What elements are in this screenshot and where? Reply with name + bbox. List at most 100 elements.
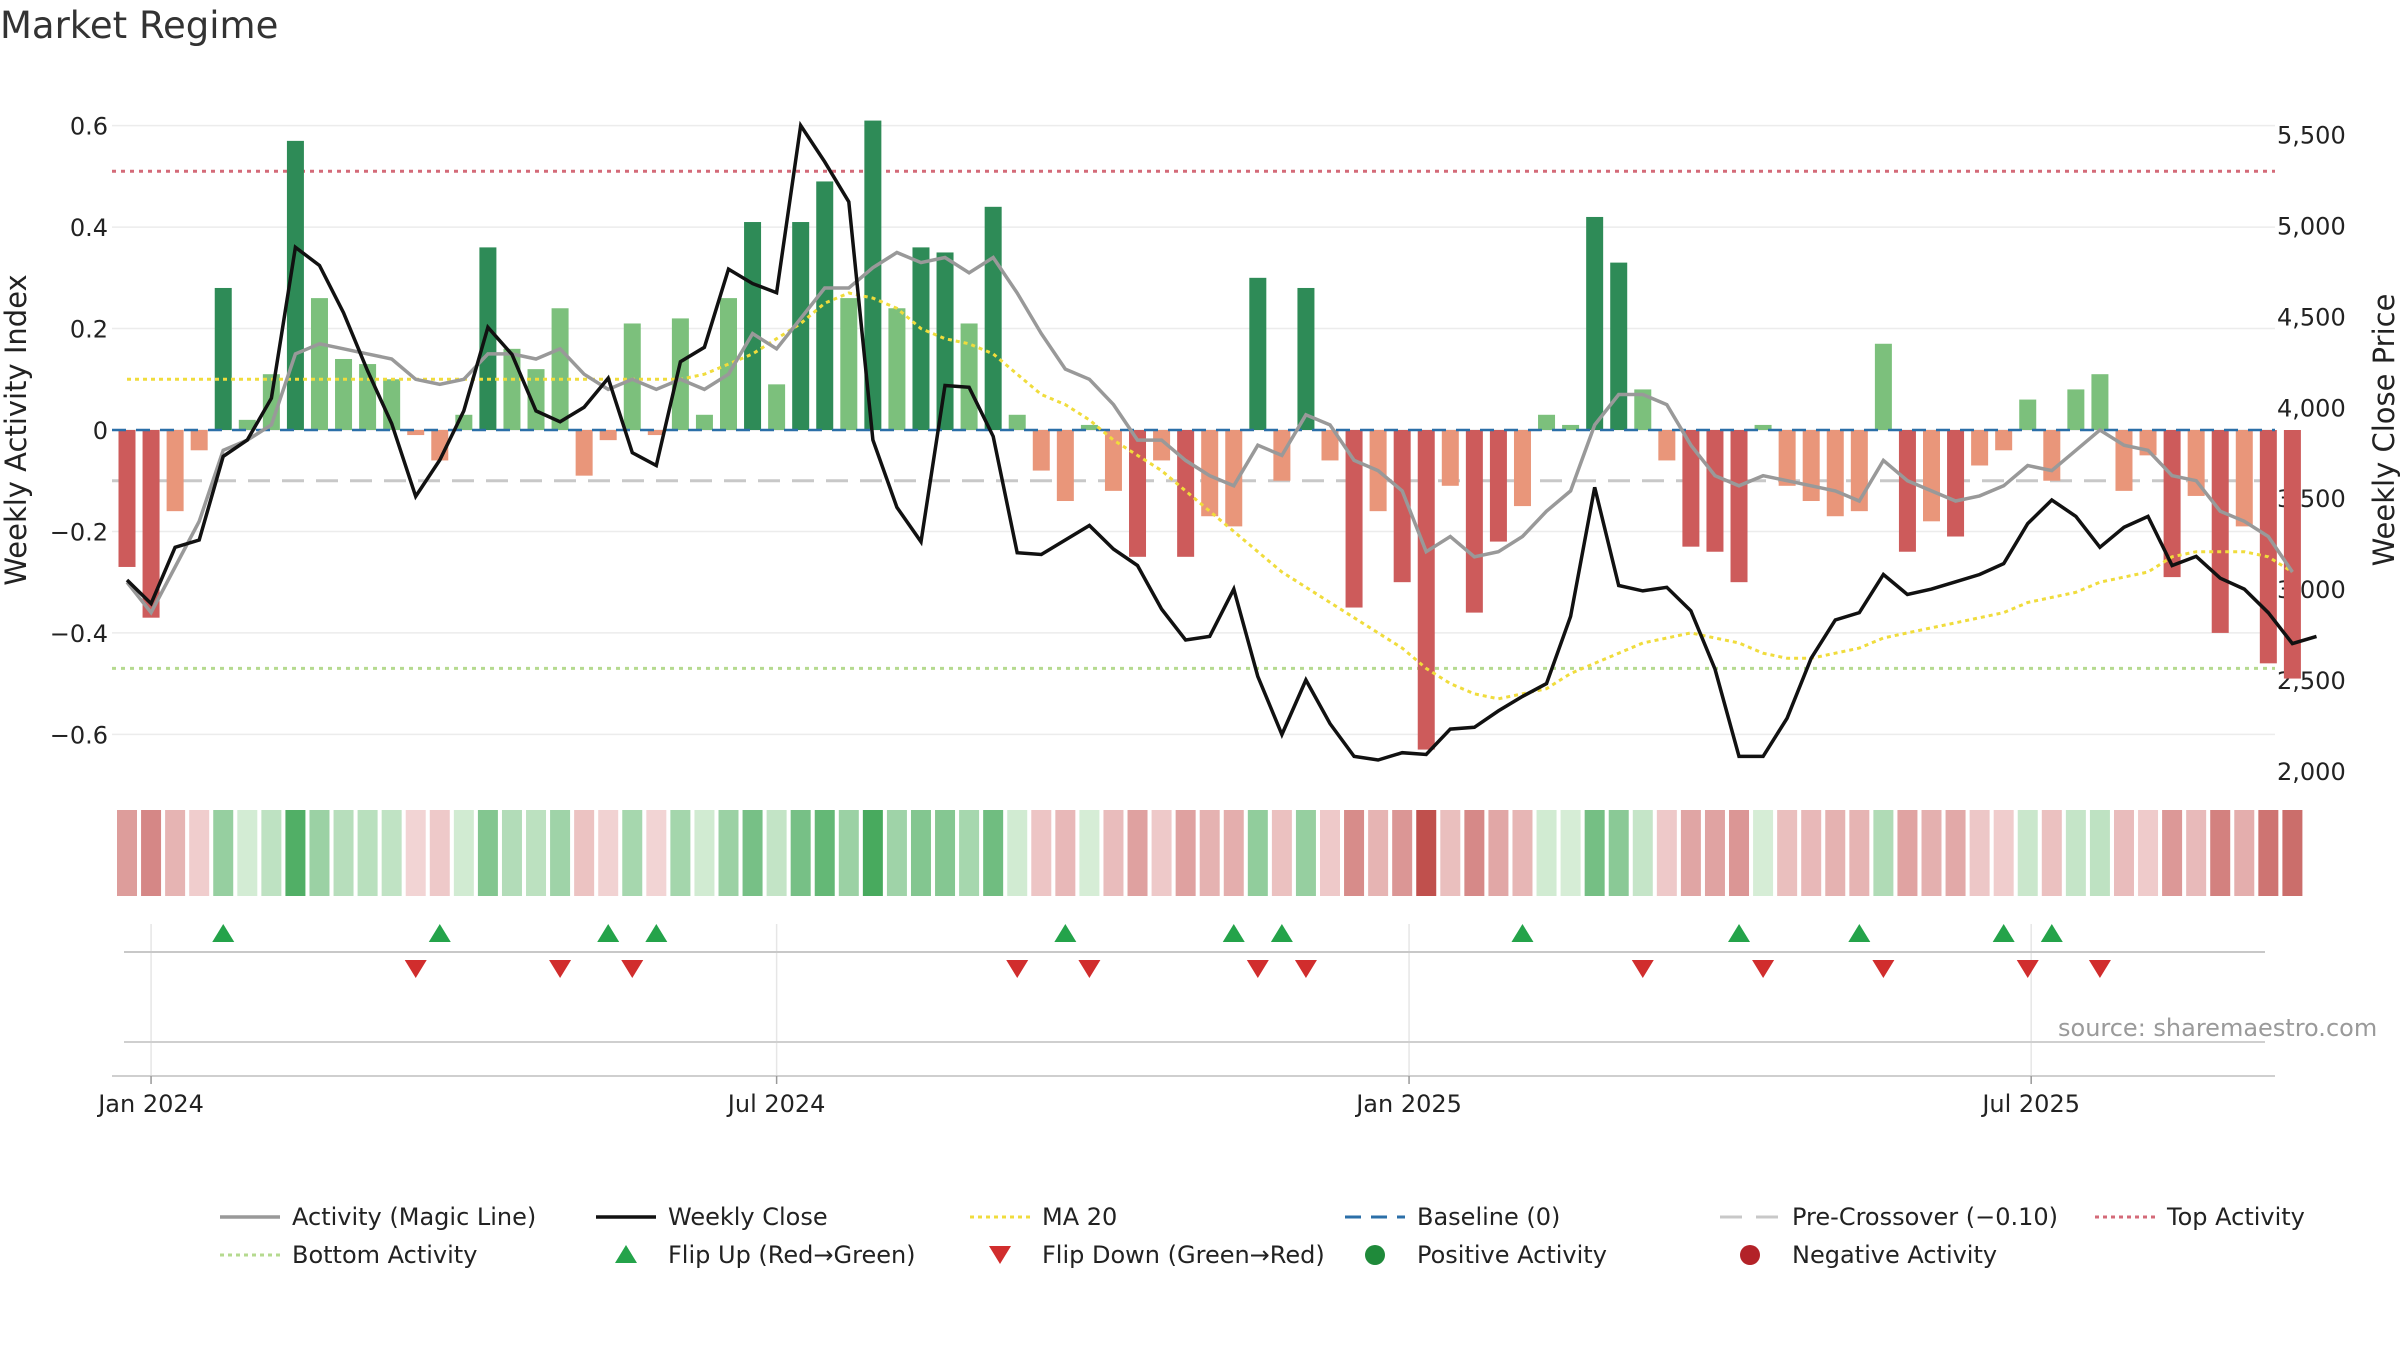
activity-bar: [1874, 343, 1892, 430]
heat-cell: [1440, 810, 1461, 896]
y-left-tick-label: 0.6: [70, 113, 108, 141]
activity-bar: [744, 222, 762, 430]
heat-cell: [501, 810, 522, 896]
heat-cell: [2258, 810, 2279, 896]
activity-bar: [142, 430, 160, 618]
activity-bar: [1947, 430, 1965, 537]
legend-item: Pre-Crossover (−0.10): [1720, 1203, 2058, 1231]
source-credit: source: sharemaestro.com: [2058, 1014, 2378, 1042]
heat-cell: [694, 810, 715, 896]
y-left-tick-label: 0: [93, 417, 108, 445]
activity-bar: [1345, 430, 1363, 608]
heat-cell: [935, 810, 956, 896]
heat-cell: [1608, 810, 1629, 896]
heat-cell: [1247, 810, 1268, 896]
legend-swatch: [615, 1245, 637, 1263]
legend-item: Flip Up (Red→Green): [615, 1241, 916, 1269]
activity-bar: [1441, 430, 1459, 486]
heat-cell: [1127, 810, 1148, 896]
activity-bar: [1225, 430, 1243, 527]
activity-bar: [1778, 430, 1796, 486]
activity-bar: [1489, 430, 1507, 542]
heat-cell: [477, 810, 498, 896]
legend-item: MA 20: [970, 1203, 1117, 1231]
legend-swatch: [1365, 1245, 1385, 1265]
activity-bar: [551, 308, 569, 430]
heat-cell: [959, 810, 980, 896]
activity-bar: [840, 298, 858, 430]
activity-bar: [2259, 430, 2277, 664]
heat-cell: [1392, 810, 1413, 896]
activity-bar: [1586, 216, 1604, 430]
activity-bar: [984, 206, 1002, 430]
heat-cell: [550, 810, 571, 896]
heat-cell: [2138, 810, 2159, 896]
activity-bar: [1923, 430, 1940, 522]
heat-cell: [1560, 810, 1581, 896]
legend-swatch: [1740, 1245, 1760, 1265]
heat-cell: [381, 810, 402, 896]
activity-bar: [1008, 414, 1026, 430]
legend-label: Weekly Close: [668, 1203, 828, 1231]
y-left-axis-title: Weekly Activity Index: [0, 274, 33, 585]
flip-down-marker: [621, 960, 644, 978]
activity-bar: [2211, 430, 2229, 633]
x-tick-label: Jul 2025: [1980, 1090, 2080, 1118]
activity-bar: [2235, 430, 2253, 527]
heat-cell: [117, 810, 137, 896]
heat-cell: [1199, 810, 1220, 896]
heat-cell: [574, 810, 595, 896]
heat-cell: [1680, 810, 1701, 896]
legend-label: Pre-Crossover (−0.10): [1792, 1203, 2058, 1231]
flip-up-marker: [1222, 924, 1245, 942]
activity-bar: [2163, 430, 2181, 578]
heat-cell: [1801, 810, 1822, 896]
heat-cell: [2113, 810, 2134, 896]
heat-cell: [2162, 810, 2183, 896]
legend-item: Weekly Close: [596, 1203, 828, 1231]
heat-cell: [1777, 810, 1798, 896]
activity-bar: [238, 419, 256, 430]
y-left-tick-label: 0.2: [70, 316, 108, 344]
heat-cell: [1320, 810, 1340, 896]
flip-up-marker: [597, 924, 620, 942]
legend-item: Bottom Activity: [220, 1241, 477, 1269]
heat-cell: [2210, 810, 2231, 896]
flip-up-marker: [1848, 924, 1871, 942]
ma20-line: [127, 291, 2294, 701]
flip-down-marker: [1078, 960, 1101, 978]
activity-bar: [1802, 430, 1820, 502]
heat-cell: [983, 810, 1004, 896]
activity-bar: [527, 369, 545, 430]
heat-cell: [766, 810, 787, 896]
heat-cell: [2282, 810, 2303, 896]
activity-bar: [1465, 430, 1483, 613]
legend-item: Baseline (0): [1345, 1203, 1560, 1231]
flip-down-marker: [1246, 960, 1269, 978]
y-right-tick-label: 2,000: [2277, 758, 2346, 786]
flip-up-marker: [1054, 924, 1077, 942]
flip-down-marker: [1631, 960, 1654, 978]
heat-cell: [1368, 810, 1389, 896]
activity-bar: [1249, 277, 1267, 430]
activity-bar: [2091, 374, 2109, 430]
heat-cell: [1897, 810, 1918, 896]
y-right-tick-label: 5,500: [2277, 122, 2346, 150]
heat-cell: [1656, 810, 1677, 896]
y-left-tick-label: −0.2: [50, 518, 108, 546]
flip-down-marker: [2088, 960, 2111, 978]
activity-bar: [1610, 262, 1628, 430]
heat-cell: [189, 810, 210, 896]
activity-bar: [1634, 389, 1652, 430]
activity-bar: [1393, 430, 1411, 583]
activity-bar: [816, 181, 834, 430]
activity-bar: [647, 430, 665, 436]
activity-bar: [1153, 430, 1171, 461]
heat-cell: [261, 810, 282, 896]
activity-bar: [1201, 430, 1219, 517]
y-right-tick-label: 5,000: [2277, 212, 2346, 240]
activity-bar: [768, 384, 786, 430]
flip-up-marker: [1992, 924, 2015, 942]
heat-cell: [1753, 810, 1774, 896]
